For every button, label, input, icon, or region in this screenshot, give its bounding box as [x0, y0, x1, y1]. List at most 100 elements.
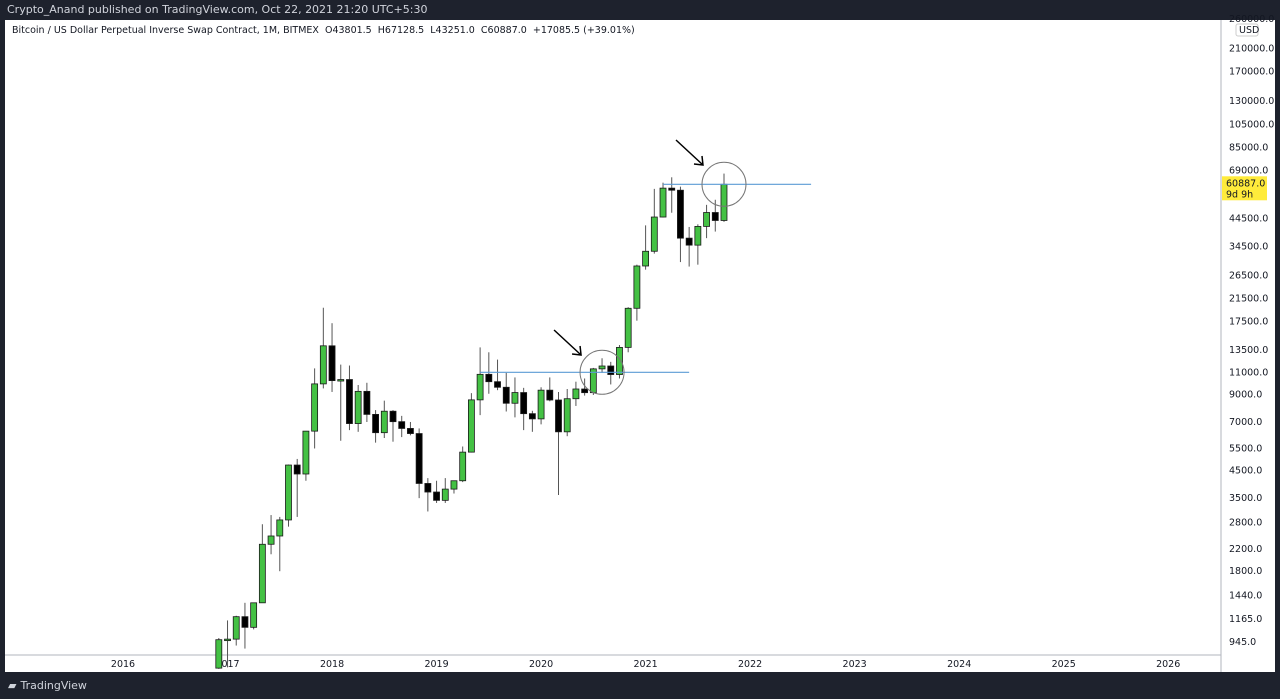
candle-up: [572, 388, 580, 400]
arrow-head-icon: [571, 345, 582, 356]
y-tick-label: 44500.0: [1229, 214, 1268, 225]
candle-up: [232, 616, 240, 640]
candle-up: [267, 535, 275, 545]
x-tick-label: 2021: [634, 659, 658, 670]
candle-up: [642, 250, 649, 267]
y-tick-label: 1800.0: [1229, 566, 1262, 577]
candle-down: [528, 413, 536, 420]
y-tick-label: 11000.0: [1229, 367, 1268, 378]
y-tick-label: 4500.0: [1229, 466, 1262, 477]
candle-down: [502, 386, 510, 404]
x-tick-label: 2025: [1052, 659, 1076, 670]
x-tick-label: 2022: [738, 659, 762, 670]
candle-down: [424, 483, 432, 493]
legend-open: O43801.5: [324, 25, 372, 36]
candle-up: [441, 488, 449, 501]
y-tick-label: 26500.0: [1229, 271, 1268, 282]
publish-header: Crypto_Anand published on TradingView.co…: [0, 0, 1280, 20]
circle-annotation: [701, 161, 747, 207]
x-tick-label: 2020: [529, 659, 553, 670]
candle-up: [276, 519, 284, 537]
x-tick-label: 2024: [947, 659, 971, 670]
candle-down: [711, 212, 719, 221]
bar-countdown: 9d 9h: [1226, 189, 1253, 200]
candle-down: [520, 392, 528, 415]
candle-up: [224, 638, 231, 642]
y-tick-label: 34500.0: [1229, 242, 1268, 253]
candle-down: [485, 373, 493, 383]
x-tick-label: 2023: [843, 659, 867, 670]
footer: ▰ TradingView: [0, 672, 1280, 699]
candle-down: [494, 381, 501, 388]
y-tick-label: 945.0: [1229, 637, 1256, 648]
arrow-head-icon: [693, 155, 704, 166]
legend-change: +17085.5 (+39.01%): [532, 25, 635, 36]
y-tick-label: 105000.0: [1229, 119, 1274, 130]
candle-up: [467, 399, 475, 453]
y-tick-label: 7000.0: [1229, 417, 1262, 428]
arrow-annotation: [553, 329, 582, 356]
candle-up: [563, 398, 571, 433]
candle-up: [694, 226, 702, 246]
candle-down: [346, 379, 353, 424]
candle-up: [354, 390, 362, 424]
candle-up: [720, 183, 728, 221]
y-tick-label: 130000.0: [1229, 96, 1274, 107]
chart-area[interactable]: [5, 20, 1275, 672]
symbol-legend: Bitcoin / US Dollar Perpetual Inverse Sw…: [12, 25, 635, 36]
candle-down: [293, 464, 301, 475]
last-price-label: [1222, 176, 1267, 201]
legend-close: C60887.0: [480, 25, 527, 36]
y-tick-label: 21500.0: [1229, 294, 1268, 305]
symbol-name: Bitcoin / US Dollar Perpetual Inverse Sw…: [12, 25, 319, 36]
y-tick-label: 13500.0: [1229, 345, 1268, 356]
y-tick-label: 5500.0: [1229, 443, 1262, 454]
candle-up: [459, 451, 467, 482]
candle-up: [258, 543, 266, 604]
candle-down: [581, 388, 589, 394]
y-tick-label: 9000.0: [1229, 389, 1262, 400]
candle-up: [450, 480, 458, 490]
candle-down: [372, 413, 379, 434]
tv-logo-icon: ▰: [8, 679, 17, 692]
candle-up: [476, 373, 484, 401]
candle-up: [337, 379, 345, 382]
candle-up: [659, 187, 667, 218]
brand-name: TradingView: [20, 679, 87, 692]
candle-up: [633, 265, 641, 309]
candle-down: [407, 428, 414, 434]
x-tick-label: 2019: [424, 659, 448, 670]
x-tick-label: 2026: [1156, 659, 1180, 670]
candle-up: [302, 430, 310, 475]
y-tick-label: 2200.0: [1229, 544, 1262, 555]
circle-annotation: [579, 349, 625, 395]
y-tick-label: 210000.0: [1229, 43, 1274, 54]
candle-down: [415, 433, 423, 484]
candle-up: [215, 639, 223, 669]
arrow-annotation: [675, 139, 704, 166]
x-tick-label: 2018: [320, 659, 344, 670]
candle-down: [677, 189, 684, 239]
candle-down: [433, 491, 440, 501]
x-tick-label: 2016: [111, 659, 135, 670]
candle-up: [616, 346, 623, 375]
y-tick-label: 260000.0: [1229, 14, 1274, 25]
candle-up: [598, 365, 606, 370]
y-tick-label: 3500.0: [1229, 493, 1262, 504]
candle-down: [685, 237, 693, 246]
legend-high: H67128.5: [377, 25, 425, 36]
candle-up: [703, 212, 710, 227]
y-tick-label: 69000.0: [1229, 166, 1268, 177]
candle-down: [398, 421, 406, 429]
currency-label: USD: [1239, 25, 1259, 36]
y-tick-label: 2800.0: [1229, 518, 1262, 529]
candle-down: [328, 345, 336, 382]
candle-up: [537, 389, 545, 420]
candle-up: [319, 345, 327, 385]
candle-down: [668, 187, 676, 191]
candle-down: [241, 616, 249, 628]
tradingview-logo[interactable]: ▰ TradingView: [8, 672, 87, 699]
candle-down: [363, 390, 371, 415]
candle-up: [650, 216, 658, 252]
